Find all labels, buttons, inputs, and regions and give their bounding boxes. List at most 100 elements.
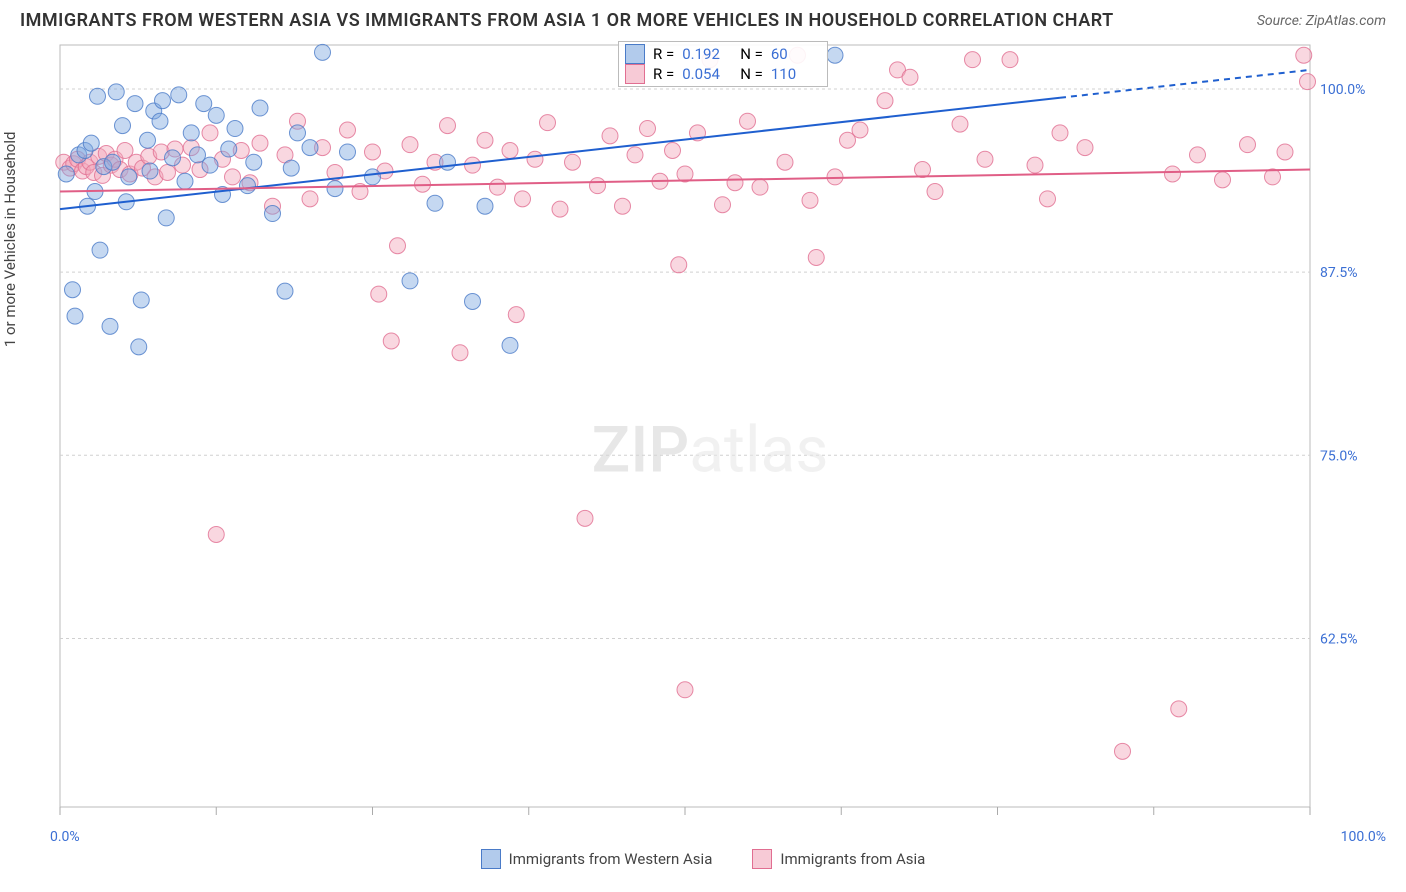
data-point [160, 164, 176, 180]
data-point [671, 257, 687, 273]
data-point [365, 144, 381, 160]
data-point [83, 135, 99, 151]
data-point [402, 273, 418, 289]
n-value: 60 [771, 45, 821, 63]
data-point [140, 132, 156, 148]
data-point [365, 169, 381, 185]
data-point [477, 132, 493, 148]
data-point [527, 151, 543, 167]
data-point [302, 191, 318, 207]
y-tick-label: 62.5% [1320, 631, 1358, 647]
data-point [155, 93, 171, 109]
data-point [465, 293, 481, 309]
data-point [115, 118, 131, 134]
data-point [240, 178, 256, 194]
data-point [727, 175, 743, 191]
data-point [265, 206, 281, 222]
correlation-legend: R = 0.192N = 60R = 0.054N = 110 [618, 41, 828, 87]
data-point [752, 179, 768, 195]
y-tick-label: 87.5% [1320, 265, 1358, 281]
data-point [92, 242, 108, 258]
data-point [227, 121, 243, 137]
data-point [131, 339, 147, 355]
y-axis-label: 1 or more Vehicles in Household [1, 132, 19, 348]
data-point [58, 166, 74, 182]
data-point [852, 122, 868, 138]
data-point [440, 118, 456, 134]
data-point [121, 169, 137, 185]
data-point [171, 87, 187, 103]
data-point [208, 526, 224, 542]
data-point [196, 96, 212, 112]
data-point [383, 333, 399, 349]
data-point [440, 154, 456, 170]
data-point [577, 510, 593, 526]
data-point [1277, 144, 1293, 160]
correlation-row: R = 0.192 N = 60 [625, 44, 821, 64]
scatter-chart: 62.5% 75.0% 87.5% 100.0% ZIPatlas [50, 37, 1370, 827]
r-value: 0.192 [682, 45, 732, 63]
data-point [1240, 137, 1256, 153]
data-point [540, 115, 556, 131]
r-value: 0.054 [682, 65, 732, 83]
data-point [740, 113, 756, 129]
data-point [502, 337, 518, 353]
data-point [1296, 47, 1312, 63]
data-point [915, 162, 931, 178]
data-point [1040, 191, 1056, 207]
data-point [108, 84, 124, 100]
data-point [1027, 157, 1043, 173]
source-attribution: Source: ZipAtlas.com [1257, 13, 1386, 29]
data-point [252, 135, 268, 151]
data-point [465, 157, 481, 173]
data-point [1165, 166, 1181, 182]
data-point [183, 125, 199, 141]
data-point [102, 318, 118, 334]
data-point [315, 44, 331, 60]
data-point [67, 308, 83, 324]
data-point [627, 147, 643, 163]
data-point [340, 144, 356, 160]
data-point [977, 151, 993, 167]
data-point [158, 210, 174, 226]
x-axis-max-label: 100.0% [1341, 829, 1386, 845]
data-point [715, 197, 731, 213]
data-point [252, 100, 268, 116]
chart-container: 62.5% 75.0% 87.5% 100.0% ZIPatlas R = 0.192 N… [50, 37, 1386, 827]
y-tick-label: 75.0% [1320, 448, 1358, 464]
data-point [327, 181, 343, 197]
data-point [105, 154, 121, 170]
data-point [290, 125, 306, 141]
n-label: N = [740, 45, 763, 63]
data-point [665, 143, 681, 159]
data-point [202, 157, 218, 173]
r-label: R = [653, 65, 674, 83]
data-point [590, 178, 606, 194]
data-point [502, 143, 518, 159]
data-point [133, 292, 149, 308]
r-label: R = [653, 45, 674, 63]
x-axis-end-labels: 0.0% 100.0% [50, 829, 1386, 845]
data-point [965, 52, 981, 68]
y-tick-label: 100.0% [1320, 82, 1365, 98]
data-point [208, 107, 224, 123]
data-point [225, 169, 241, 185]
legend-swatch [625, 64, 645, 84]
data-point [427, 195, 443, 211]
data-point [777, 154, 793, 170]
data-point [165, 150, 181, 166]
data-point [142, 163, 158, 179]
data-point [221, 141, 237, 157]
data-point [952, 116, 968, 132]
data-point [508, 307, 524, 323]
data-point [177, 173, 193, 189]
legend-item: Immigrants from Asia [752, 849, 925, 869]
data-point [515, 191, 531, 207]
data-point [1171, 701, 1187, 717]
data-point [1115, 743, 1131, 759]
data-point [402, 137, 418, 153]
data-point [927, 184, 943, 200]
data-point [552, 201, 568, 217]
watermark: ZIPatlas [592, 413, 829, 488]
legend-label: Immigrants from Western Asia [509, 850, 713, 868]
